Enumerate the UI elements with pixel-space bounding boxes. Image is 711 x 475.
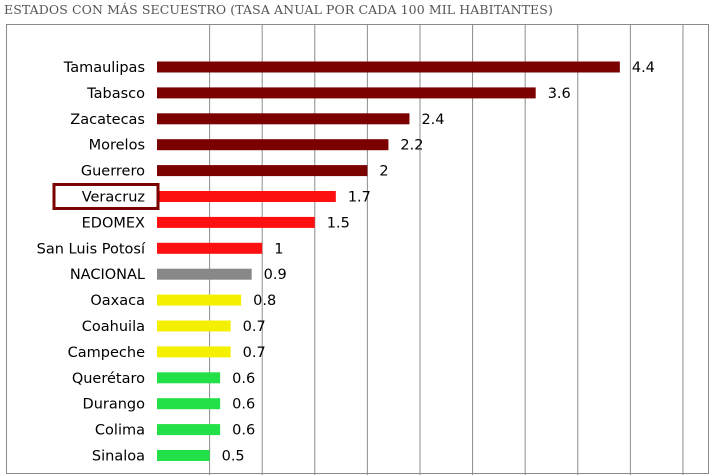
- highlight-box: [52, 183, 160, 210]
- category-label: Tamaulipas: [63, 60, 145, 76]
- bar: [157, 398, 221, 410]
- value-label: 0.7: [243, 345, 266, 361]
- bar: [157, 61, 620, 73]
- category-label: NACIONAL: [70, 267, 145, 283]
- value-label: 3.6: [548, 86, 571, 102]
- chart-title: ESTADOS CON MÁS SECUESTRO (TASA ANUAL PO…: [4, 2, 553, 17]
- category-labels: Tamaulipas Tabasco Zacatecas Morelos Guerrer…: [37, 60, 146, 465]
- value-label: 2.2: [400, 138, 423, 154]
- bar: [157, 216, 315, 228]
- category-label: Campeche: [68, 345, 145, 361]
- highlight-layer: [52, 183, 160, 210]
- category-label: San Luis Potosí: [37, 241, 146, 257]
- category-label: Coahuila: [82, 319, 145, 335]
- bar: [157, 450, 210, 461]
- bar: [157, 87, 536, 99]
- category-label: Querétaro: [72, 371, 145, 387]
- category-label: Tabasco: [86, 86, 145, 102]
- bars: [157, 61, 620, 461]
- bar: [157, 191, 336, 202]
- category-label: Veracruz: [82, 190, 145, 206]
- bar: [157, 113, 410, 125]
- category-label: Durango: [83, 397, 146, 413]
- value-label: 0.6: [232, 371, 255, 387]
- value-label: 2: [379, 164, 388, 180]
- category-label: Morelos: [89, 138, 145, 154]
- value-label: 0.7: [243, 319, 266, 335]
- value-label: 1.5: [327, 215, 350, 231]
- category-label: Oaxaca: [90, 293, 145, 309]
- bar: [157, 268, 252, 280]
- value-label: 1: [274, 241, 283, 257]
- value-label: 4.4: [632, 60, 655, 76]
- bar: [157, 165, 368, 177]
- bar: [157, 372, 221, 384]
- bar: [157, 320, 231, 332]
- value-labels: 4.4 3.6 2.4 2.2 2 1.7 1.5 1 0.9 0.8 0.7 0.7 0.6 0.6 0.…: [222, 60, 655, 465]
- value-label: 0.8: [253, 293, 276, 309]
- value-label: 0.6: [232, 397, 255, 413]
- category-label: Colima: [95, 423, 145, 439]
- value-label: 0.5: [222, 449, 245, 465]
- gridlines: [209, 25, 684, 475]
- bar-chart: Tamaulipas Tabasco Zacatecas Morelos Guerrer…: [37, 25, 684, 475]
- category-label: EDOMEX: [82, 215, 145, 231]
- bar: [157, 242, 263, 254]
- bar: [157, 346, 231, 358]
- category-label: Zacatecas: [70, 112, 145, 128]
- bar: [157, 424, 221, 436]
- category-label: Sinaloa: [92, 449, 145, 465]
- value-label: 2.4: [421, 112, 444, 128]
- value-label: 0.6: [232, 423, 255, 439]
- chart-frame: Tamaulipas Tabasco Zacatecas Morelos Guerrer…: [6, 24, 709, 475]
- category-label: Guerrero: [81, 164, 145, 180]
- value-label: 1.7: [348, 190, 371, 206]
- value-label: 0.9: [264, 267, 287, 283]
- bar: [157, 294, 242, 306]
- bar: [157, 139, 389, 151]
